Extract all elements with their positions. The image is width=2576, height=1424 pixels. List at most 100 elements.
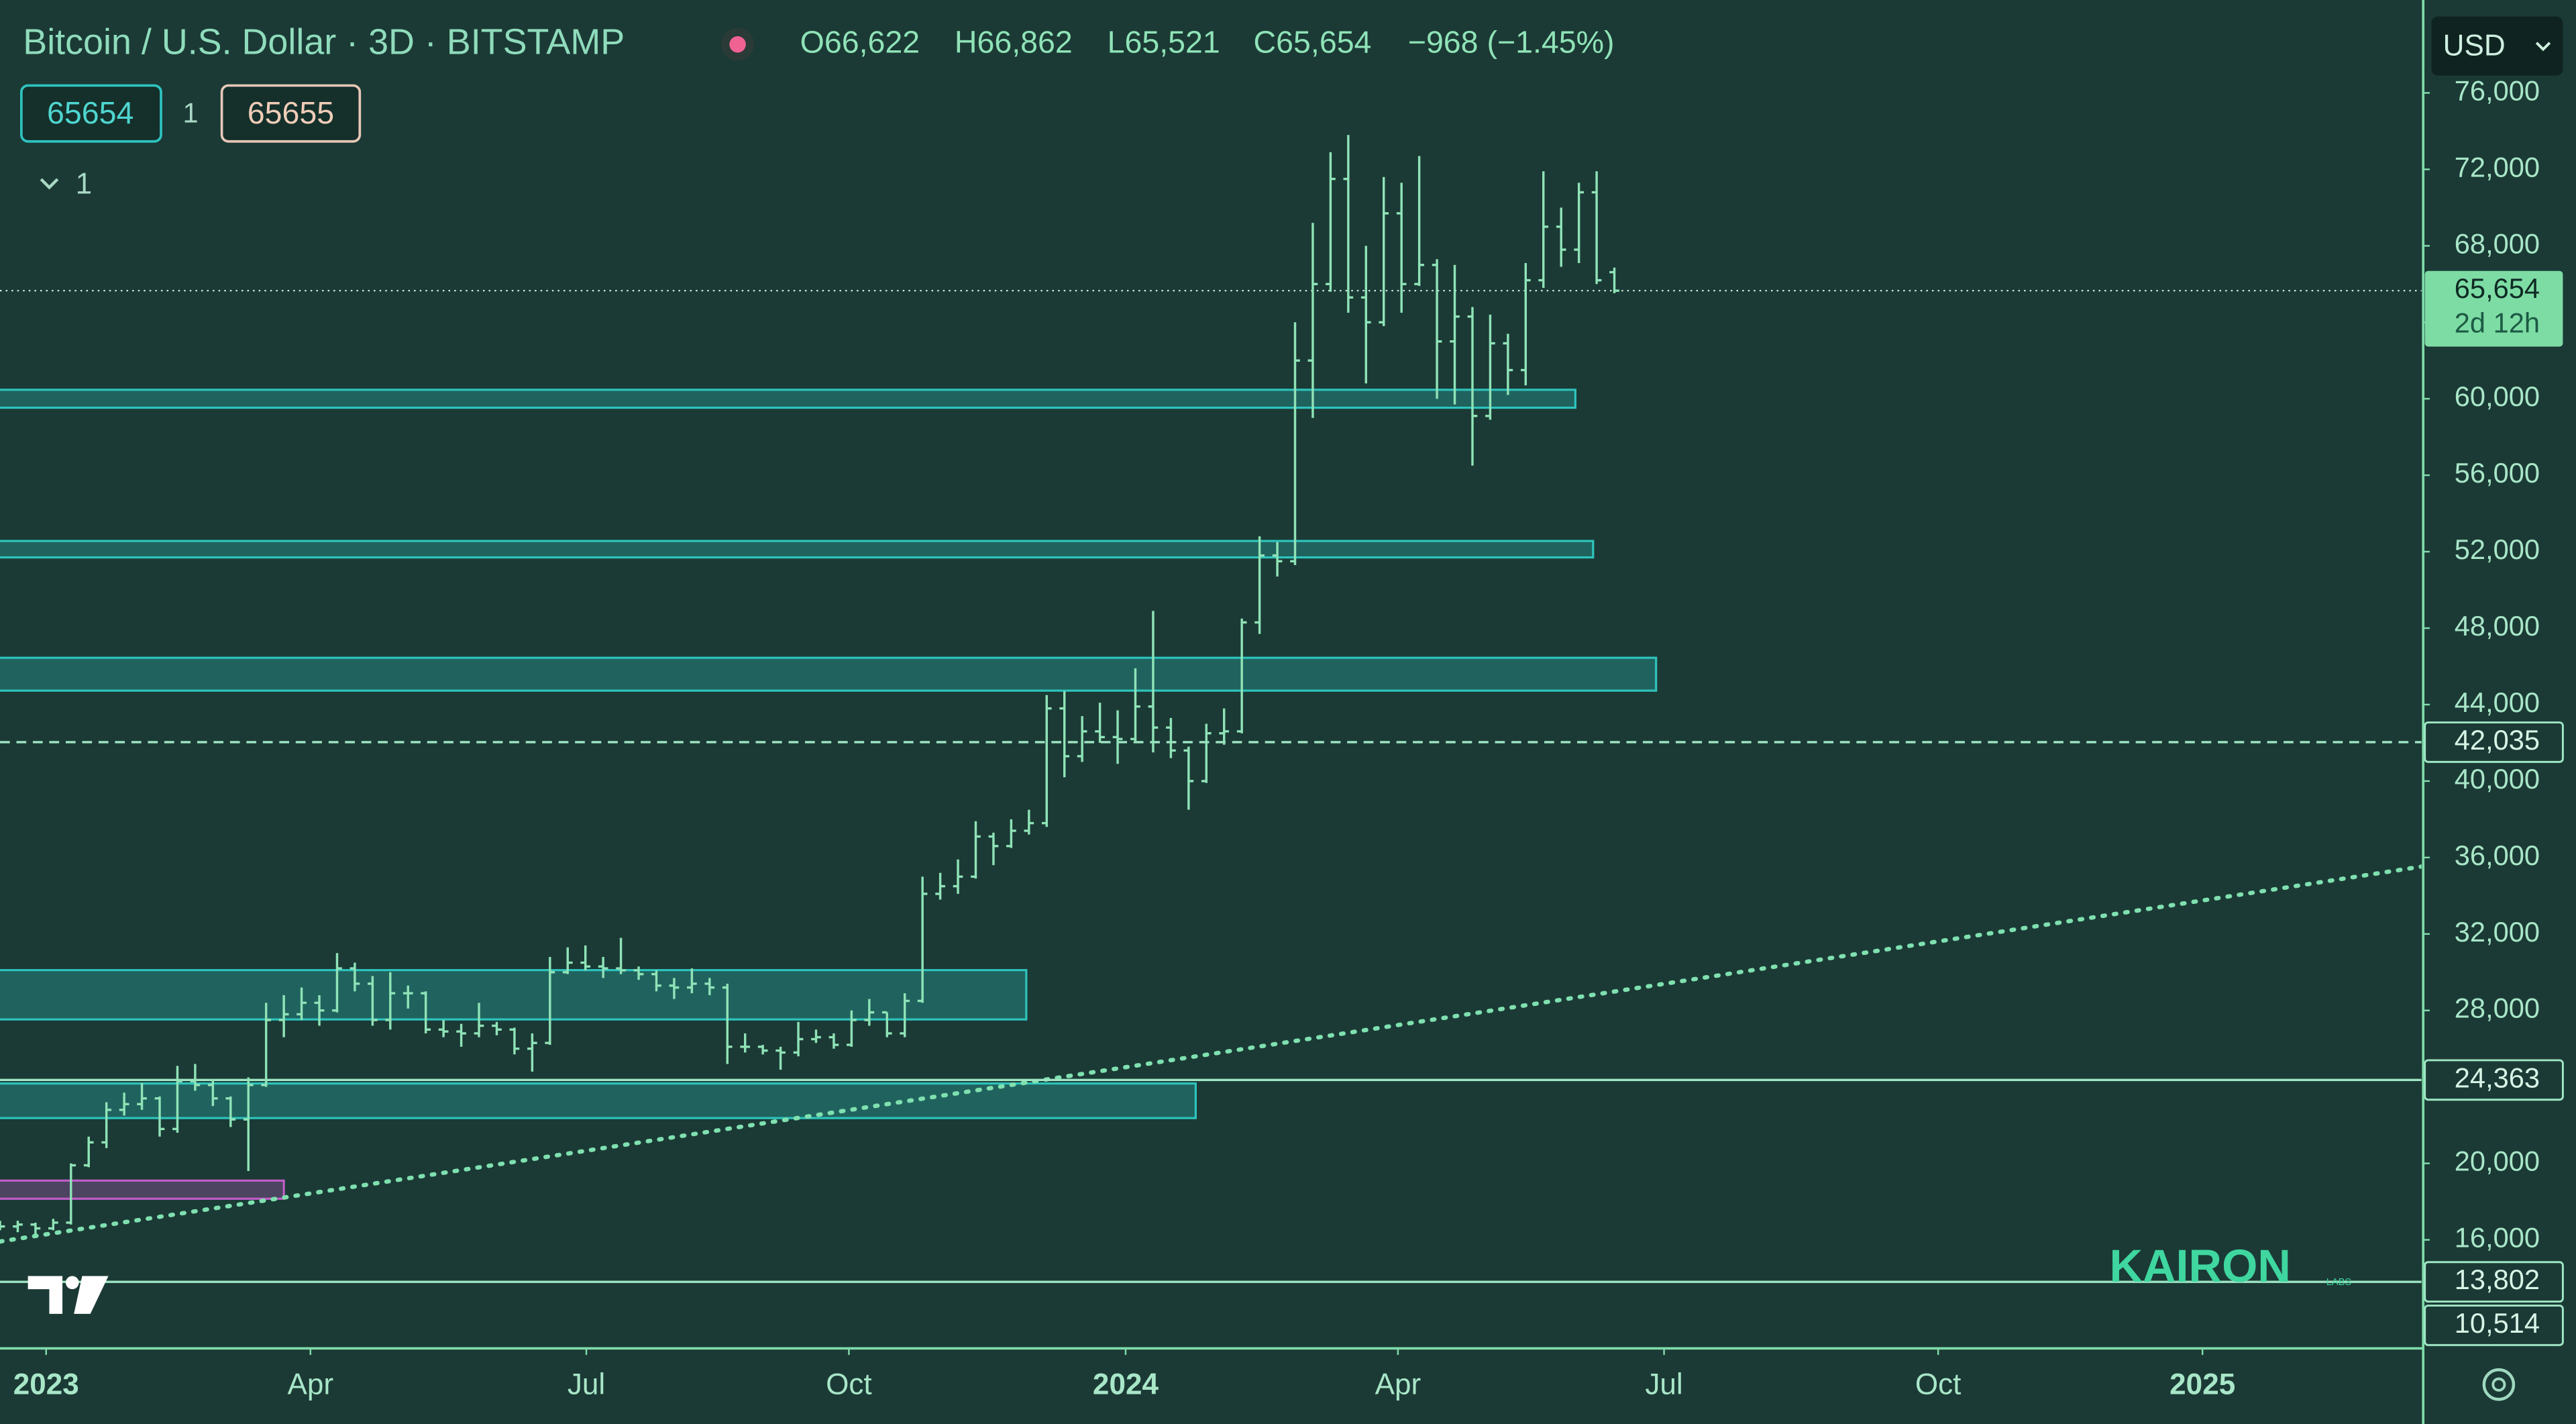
currency-button[interactable] bbox=[2431, 16, 2563, 76]
ohlc-bar bbox=[900, 993, 910, 1037]
x-tick-label: Oct bbox=[1915, 1368, 1962, 1401]
input-value: 1 bbox=[183, 97, 199, 129]
ohlc-bar bbox=[1485, 314, 1495, 420]
ohlc-bar bbox=[669, 978, 680, 999]
ohlc-bar bbox=[1006, 819, 1016, 848]
ohlc-bar bbox=[1059, 691, 1070, 778]
ohlc-bar bbox=[385, 972, 396, 1030]
price-label: 65,654 bbox=[2455, 272, 2540, 304]
x-tick-label: 2023 bbox=[13, 1368, 79, 1401]
y-tick-label: 76,000 bbox=[2455, 74, 2540, 106]
ohlc-bar bbox=[119, 1092, 129, 1116]
ohlc-bar bbox=[935, 872, 945, 900]
y-tick-label: 60,000 bbox=[2455, 380, 2540, 412]
ohlc-close: C65,654 bbox=[1254, 24, 1372, 59]
zone bbox=[0, 540, 1595, 559]
y-tick-label: 44,000 bbox=[2455, 686, 2540, 718]
ohlc-bar bbox=[988, 832, 999, 866]
ohlc-bar bbox=[651, 970, 661, 992]
ohlc-bar bbox=[1166, 717, 1176, 758]
ohlc-bar bbox=[13, 1221, 23, 1233]
collapse-chevron[interactable] bbox=[40, 178, 59, 190]
ohlc-bar bbox=[278, 995, 289, 1037]
y-tick-label: 28,000 bbox=[2455, 993, 2540, 1024]
ohlc-bar bbox=[1130, 668, 1140, 742]
zone bbox=[0, 969, 1028, 1021]
zone bbox=[0, 1082, 1197, 1119]
x-tick-label: 2025 bbox=[2169, 1368, 2235, 1401]
ohlc-bar bbox=[1432, 259, 1442, 399]
ohlc-bar bbox=[633, 966, 644, 980]
ohlc-bar bbox=[243, 1077, 254, 1172]
ohlc-bar bbox=[297, 987, 307, 1020]
price-label: 24,363 bbox=[2455, 1062, 2540, 1093]
y-tick-label: 68,000 bbox=[2455, 227, 2540, 259]
y-tick-label: 48,000 bbox=[2455, 610, 2540, 642]
input-box[interactable] bbox=[19, 84, 162, 143]
ohlc-bar bbox=[757, 1045, 768, 1055]
ohlc-bar bbox=[1254, 536, 1265, 634]
input-box[interactable] bbox=[220, 84, 362, 143]
ohlc-bar bbox=[1077, 716, 1087, 762]
ohlc-bar bbox=[1503, 334, 1513, 395]
ohlc-bar bbox=[828, 1033, 839, 1049]
indicator-count: 1 bbox=[76, 168, 93, 201]
price-label-box bbox=[2424, 1305, 2564, 1346]
ohlc-bar bbox=[704, 978, 715, 995]
ohlc-bar bbox=[332, 953, 342, 1013]
watermark-sub: LABS bbox=[2326, 1277, 2352, 1288]
ohlc-bar bbox=[953, 859, 963, 894]
ohlc-bar bbox=[1609, 267, 1619, 293]
input-value: 65655 bbox=[248, 95, 334, 130]
x-tick-label: Jul bbox=[1645, 1368, 1682, 1401]
zone bbox=[0, 389, 1576, 409]
ohlc-high: H66,862 bbox=[955, 24, 1073, 59]
ohlc-bar bbox=[580, 945, 591, 970]
ohlc-bar bbox=[917, 876, 928, 1003]
ohlc-bar bbox=[740, 1033, 751, 1053]
ohlc-bar bbox=[847, 1010, 857, 1047]
tv-logo bbox=[28, 1276, 109, 1314]
ohlc-low: L65,521 bbox=[1108, 24, 1220, 59]
zone bbox=[0, 656, 1658, 692]
ohlc-bar bbox=[864, 999, 875, 1026]
x-tick-label: Apr bbox=[1375, 1368, 1421, 1401]
ohlc-bar bbox=[1467, 307, 1478, 466]
ohlc-bar bbox=[1236, 618, 1247, 733]
settings-gear[interactable] bbox=[2482, 1368, 2516, 1401]
symbol-title: Bitcoin / U.S. Dollar · 3D · BITSTAMP bbox=[23, 21, 625, 62]
ohlc-bar bbox=[775, 1046, 786, 1070]
ohlc-bar bbox=[1379, 176, 1389, 326]
ohlc-bar bbox=[1024, 809, 1034, 835]
ohlc-bar bbox=[154, 1096, 165, 1137]
ohlc-bar bbox=[1183, 746, 1194, 810]
x-tick-label: Oct bbox=[826, 1368, 872, 1401]
ohlc-bar bbox=[1591, 171, 1602, 285]
y-tick-label: 40,000 bbox=[2455, 763, 2540, 795]
ohlc-bar bbox=[438, 1019, 449, 1037]
price-label-box bbox=[2424, 1261, 2564, 1303]
ohlc-bar bbox=[48, 1219, 58, 1231]
y-tick-label: 20,000 bbox=[2455, 1146, 2540, 1177]
ohlc-bar bbox=[1414, 156, 1424, 287]
countdown-label: 2d 12h bbox=[2455, 307, 2540, 339]
zone bbox=[0, 1179, 285, 1200]
status-dot bbox=[729, 36, 746, 53]
ohlc-bar bbox=[881, 1011, 892, 1037]
ohlc-bar bbox=[527, 1033, 537, 1072]
price-label: 13,802 bbox=[2455, 1264, 2540, 1295]
ohlc-bar bbox=[1326, 152, 1336, 292]
price-label-box bbox=[2424, 721, 2564, 763]
input-value: 65654 bbox=[47, 95, 133, 130]
watermark: KAIRON bbox=[2109, 1240, 2290, 1292]
ohlc-bar bbox=[1450, 264, 1460, 405]
plot-area bbox=[0, 135, 2422, 1283]
ohlc-bar bbox=[314, 995, 325, 1026]
price-label-box bbox=[2424, 1059, 2564, 1101]
ohlc-bar bbox=[1041, 695, 1052, 827]
y-tick-label: 56,000 bbox=[2455, 457, 2540, 489]
ohlc-bar bbox=[1148, 611, 1159, 753]
price-label: 10,514 bbox=[2455, 1307, 2540, 1339]
